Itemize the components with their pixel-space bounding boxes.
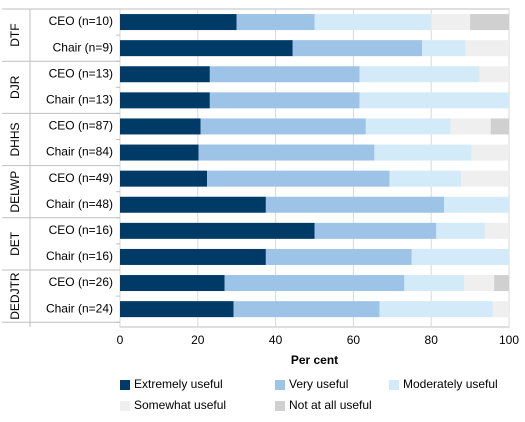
x-tick-label: 40: [269, 333, 283, 347]
row-label: Chair (n=9): [53, 40, 113, 54]
bar-segment: [265, 248, 412, 265]
bar-segment: [314, 222, 437, 239]
legend-label: Somewhat useful: [134, 398, 226, 412]
row-label: Chair (n=84): [46, 145, 113, 159]
bar-segment: [224, 275, 405, 292]
bar-segment: [120, 301, 234, 318]
legend-label: Very useful: [289, 377, 348, 391]
row-label: Chair (n=13): [46, 93, 113, 107]
row-label: Chair (n=16): [46, 249, 113, 263]
group-label: DJR: [8, 75, 22, 99]
x-tick-label: 80: [425, 333, 439, 347]
bar-segment: [470, 14, 509, 31]
row-label: Chair (n=24): [46, 301, 113, 315]
bar-segment: [292, 40, 423, 57]
x-axis-title: Per cent: [291, 353, 338, 367]
x-tick-label: 60: [347, 333, 361, 347]
bar-segment: [120, 144, 199, 161]
legend-label: Moderately useful: [403, 377, 498, 391]
group-label: DET: [8, 231, 22, 256]
bar-segment: [492, 301, 509, 318]
bar-segment: [479, 66, 509, 83]
bar-segment: [265, 196, 445, 213]
bar-segment: [120, 248, 266, 265]
bar-segment: [236, 14, 315, 31]
row-label: CEO (n=16): [49, 223, 113, 237]
row-label: CEO (n=87): [49, 119, 113, 133]
bar-segment: [359, 92, 509, 109]
legend-swatch: [120, 401, 130, 411]
bar-segment: [198, 144, 375, 161]
row-label: CEO (n=26): [49, 275, 113, 289]
group-label: DTF: [8, 23, 22, 46]
bar-segment: [379, 301, 493, 318]
bar-segment: [120, 170, 208, 187]
group-label: DEDJTR: [8, 272, 22, 320]
bar-segment: [484, 222, 509, 239]
bar-segment: [374, 144, 472, 161]
bar-segment: [207, 170, 390, 187]
bar-segment: [120, 222, 315, 239]
bar-segment: [359, 66, 480, 83]
bar-segment: [120, 92, 210, 109]
row-label: CEO (n=13): [49, 66, 113, 80]
bar-segment: [436, 222, 485, 239]
x-tick-label: 100: [499, 333, 519, 347]
bar-segment: [422, 40, 466, 57]
bar-segment: [494, 275, 509, 292]
bar-segment: [411, 248, 509, 265]
row-label: Chair (n=48): [46, 197, 113, 211]
bar-segment: [314, 14, 432, 31]
legend-label: Extremely useful: [134, 377, 223, 391]
x-tick-label: 0: [117, 333, 124, 347]
bar-segment: [209, 66, 360, 83]
bar-segment: [209, 92, 360, 109]
bar-segment: [233, 301, 380, 318]
x-tick-label: 20: [191, 333, 205, 347]
group-label: DHHS: [8, 122, 22, 156]
bar-segment: [461, 170, 509, 187]
bar-segment: [465, 40, 509, 57]
bar-segment: [365, 118, 451, 135]
bar-segment: [464, 275, 495, 292]
row-label: CEO (n=10): [49, 14, 113, 28]
bar-segment: [120, 40, 293, 57]
bar-segment: [120, 275, 225, 292]
bar-segment: [444, 196, 509, 213]
bar-segment: [120, 66, 210, 83]
plot-area: [119, 8, 510, 328]
legend-swatch: [120, 380, 130, 390]
legend-swatch: [389, 380, 399, 390]
legend-swatch: [275, 401, 285, 411]
row-label: CEO (n=49): [49, 171, 113, 185]
bar-segment: [120, 14, 237, 31]
bar-segment: [450, 118, 491, 135]
bar-segment: [389, 170, 462, 187]
bar-segment: [120, 118, 201, 135]
legend-label: Not at all useful: [289, 398, 372, 412]
bar-segment: [404, 275, 465, 292]
bar-segment: [120, 196, 266, 213]
bar-segment: [200, 118, 366, 135]
legend-swatch: [275, 380, 285, 390]
bar-segment: [431, 14, 471, 31]
group-label: DELWP: [8, 171, 22, 213]
bar-segment: [471, 144, 509, 161]
bar-segment: [490, 118, 509, 135]
